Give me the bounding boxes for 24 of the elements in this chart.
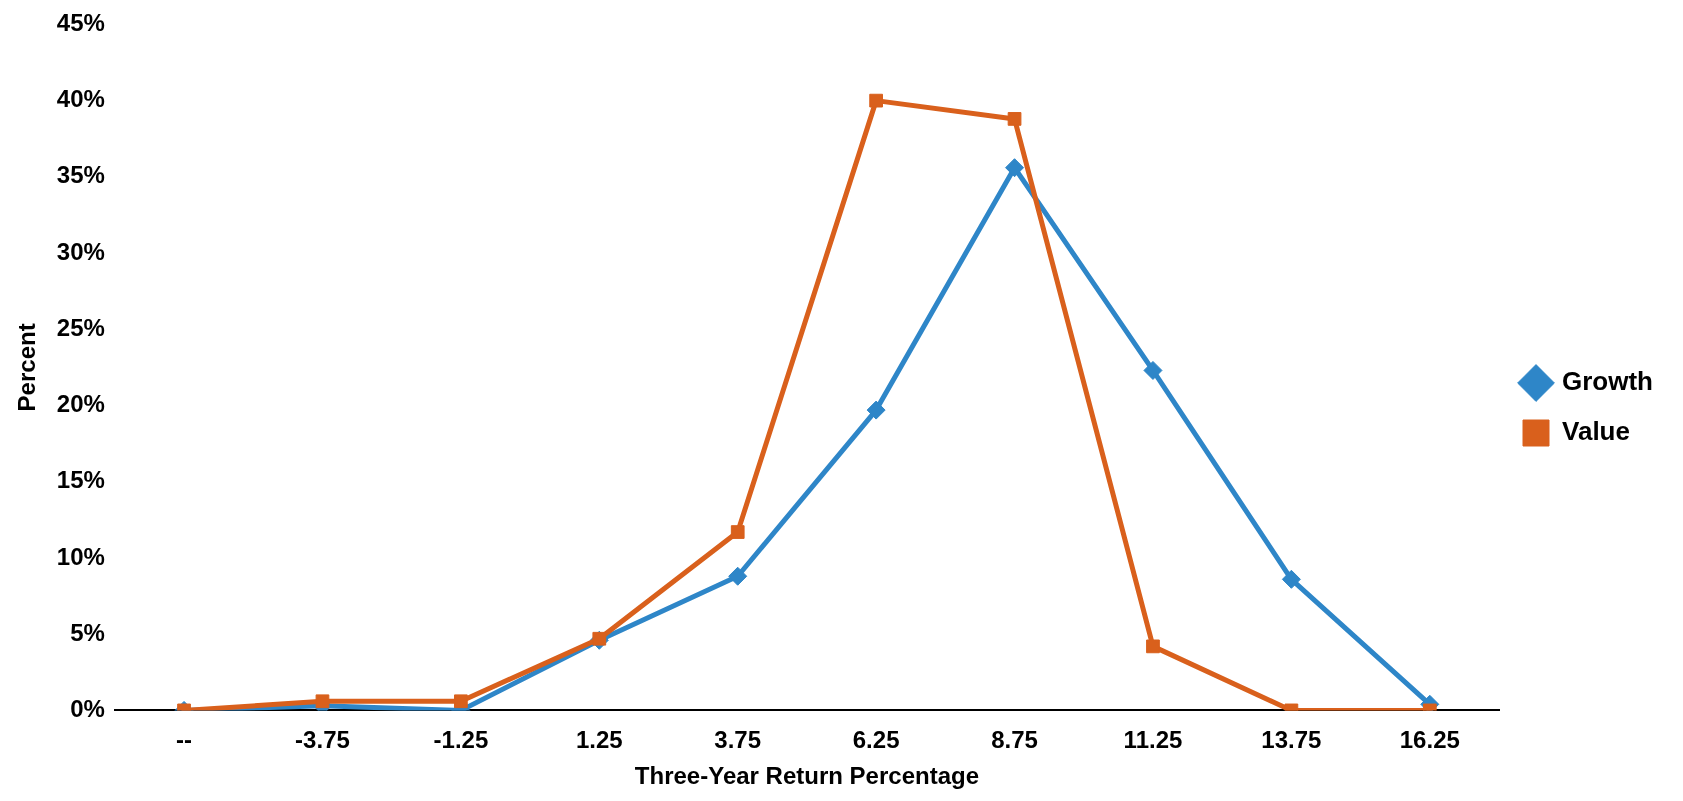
x-tick-label: 16.25 xyxy=(1399,726,1460,754)
y-tick-label: 10% xyxy=(56,542,105,570)
x-tick-label: -1.25 xyxy=(433,726,489,754)
y-tick-label: 35% xyxy=(56,161,105,189)
x-tick-label: 3.75 xyxy=(714,726,762,754)
y-tick-label: 30% xyxy=(56,237,105,265)
x-tick-label: 1.25 xyxy=(575,726,623,754)
y-tick-label: 45% xyxy=(56,9,105,37)
x-axis-title: Three-Year Return Percentage xyxy=(634,762,979,790)
legend-label: Growth xyxy=(1562,366,1654,397)
y-tick-label: 15% xyxy=(56,466,105,494)
y-tick-label: 0% xyxy=(70,695,105,723)
x-tick-label: 13.75 xyxy=(1261,726,1322,754)
x-tick-label: -3.75 xyxy=(295,726,350,754)
x-tick-label: 8.75 xyxy=(991,726,1038,754)
y-axis-title: Percent xyxy=(13,323,41,412)
x-tick-label: -- xyxy=(176,726,193,754)
y-tick-label: 25% xyxy=(56,313,105,341)
y-tick-label: 40% xyxy=(56,85,105,113)
x-tick-label: 6.25 xyxy=(852,726,900,754)
y-tick-label: 20% xyxy=(56,390,105,418)
y-tick-label: 5% xyxy=(70,618,105,646)
x-tick-label: 11.25 xyxy=(1123,726,1183,754)
legend-label: Value xyxy=(1562,416,1630,447)
